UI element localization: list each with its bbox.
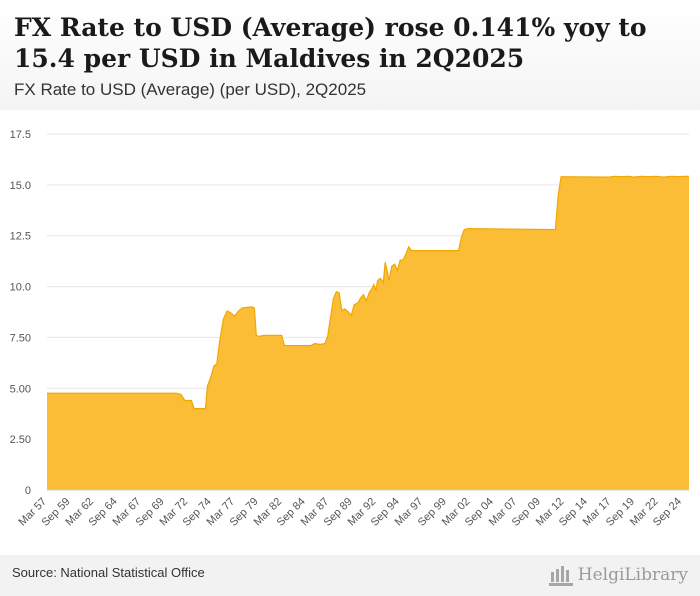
series-layer (47, 175, 689, 491)
y-tick-label: 10.0 (10, 282, 31, 294)
y-tick-label: 17.5 (10, 129, 31, 141)
chart-area: 0 2.50 5.00 7.50 10.0 12.5 15.0 17.5 Mar 57 Sep … (0, 110, 700, 555)
y-tick-label: 12.5 (10, 231, 31, 243)
fx-rate-area (47, 176, 689, 491)
source-note: Source: National Statistical Office (12, 565, 205, 580)
y-tick-label: 5.00 (10, 383, 31, 395)
fx-rate-area-chart: 0 2.50 5.00 7.50 10.0 12.5 15.0 17.5 Mar 57Sep … (10, 129, 689, 529)
logo-text: HelgiLibrary (577, 565, 688, 585)
y-tick-label: 2.50 (10, 434, 31, 446)
chart-subtitle: FX Rate to USD (Average) (per USD), 2Q20… (14, 80, 367, 99)
chart-title: FX Rate to USD (Average) rose 0.141% yoy… (14, 13, 647, 73)
chart-footer: Source: National Statistical Office Helg… (0, 555, 700, 596)
library-building-icon (548, 566, 573, 586)
y-tick-label: 15.0 (10, 180, 31, 192)
y-axis: 0 2.50 5.00 7.50 10.0 12.5 15.0 17.5 (10, 129, 31, 497)
fx-rate-line (47, 175, 689, 410)
y-tick-label: 7.50 (10, 332, 31, 344)
helgi-library-logo: HelgiLibrary (548, 561, 688, 589)
y-tick-label: 0 (25, 485, 31, 497)
chart-header: FX Rate to USD (Average) rose 0.141% yoy… (0, 0, 700, 110)
